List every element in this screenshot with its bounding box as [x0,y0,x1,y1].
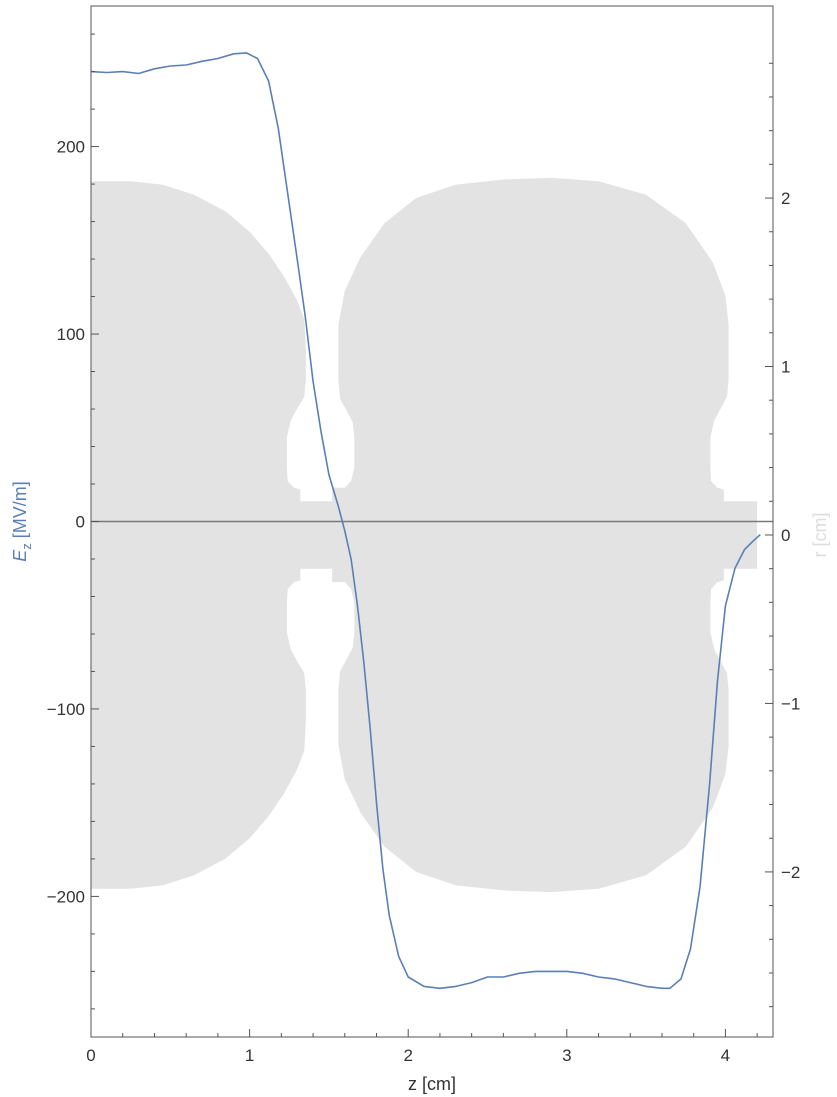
y-left-tick-label: 200 [57,138,85,157]
x-axis-title: z [cm] [408,1074,456,1094]
y-right-tick-label: 1 [781,358,790,377]
y-right-tick-label: −1 [781,694,800,713]
ticks-layer [90,33,773,1037]
x-tick-label: 0 [86,1046,95,1065]
y-left-subscript: z [19,543,34,550]
y-left-tick-label: −100 [47,700,85,719]
series-line-0 [90,52,761,990]
cavity-lower-half [91,535,758,893]
y-left-unit: [MV/m] [10,481,30,543]
y-right-tick-label: −2 [781,863,800,882]
cavity-upper-half [91,177,758,536]
y-right-tick-label: 2 [781,189,790,208]
x-tick-label: 3 [562,1046,571,1065]
y-left-tick-label: 100 [57,325,85,344]
x-tick-label: 2 [403,1046,412,1065]
x-tick-label: 1 [245,1046,254,1065]
y-left-symbol: E [10,549,30,562]
y-right-axis-title: r [cm] [810,512,830,557]
series-layer [90,52,761,990]
y-left-tick-label: −200 [47,887,85,906]
x-tick-label: 4 [721,1046,730,1065]
y-left-axis-title: Ez [MV/m] [10,481,34,562]
cavity-shape [91,177,758,893]
tick-labels-layer: 0 1 2 3 4 200 100 0 −100 −200 2 1 0 −1 −2 [47,138,801,1065]
y-right-tick-label: 0 [781,526,790,545]
y-left-tick-label: 0 [76,513,85,532]
